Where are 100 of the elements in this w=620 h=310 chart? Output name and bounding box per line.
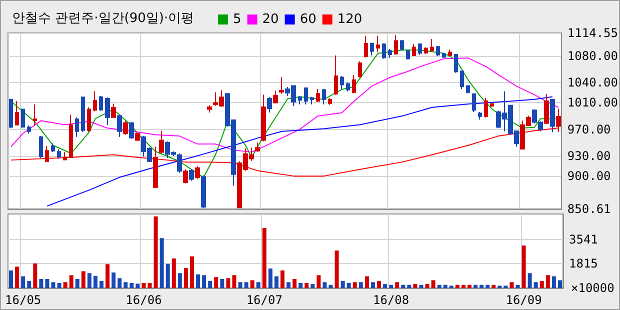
x-tick-label: 16/08 [373, 293, 410, 307]
bar [377, 280, 382, 288]
candlestick [105, 96, 110, 126]
bar [425, 284, 430, 288]
y-tick-label: 1010.00 [567, 96, 618, 110]
bar [316, 275, 321, 288]
line-series [10, 58, 559, 153]
candlestick [358, 60, 362, 78]
bar [57, 282, 62, 288]
candlestick [448, 49, 452, 57]
bar [389, 284, 394, 288]
bar [280, 270, 284, 288]
bar [15, 266, 20, 288]
candlestick [556, 108, 561, 133]
bar [304, 282, 309, 288]
y-tick-label: 900.00 [567, 169, 611, 184]
bar [172, 258, 176, 288]
candlestick [388, 48, 392, 58]
bar [340, 280, 345, 288]
candlestick [81, 96, 85, 133]
candlestick [57, 148, 61, 160]
bar [51, 282, 56, 288]
candlestick [304, 86, 308, 105]
bar [510, 282, 514, 288]
legend-label: 60 [300, 12, 316, 27]
y-tick-label: 1040.00 [567, 76, 618, 90]
candlestick [195, 166, 200, 180]
bar [226, 278, 230, 288]
candlestick [93, 90, 97, 112]
candlestick [99, 96, 103, 112]
bar [486, 284, 490, 288]
candlestick [33, 104, 37, 126]
candlestick [177, 152, 182, 174]
candlestick [129, 122, 134, 140]
bar [461, 284, 466, 288]
x-tick-label: 16/06 [126, 293, 162, 307]
candlestick [135, 132, 140, 142]
y-tick-label: 1080.00 [567, 49, 618, 64]
bar [322, 282, 327, 288]
bar [268, 268, 272, 288]
bar [124, 282, 128, 288]
bar [492, 284, 496, 288]
candlestick [418, 42, 422, 56]
bar [292, 279, 297, 288]
bar [81, 271, 86, 288]
bar [130, 282, 134, 288]
bar [202, 275, 206, 288]
legend-label: 120 [337, 12, 362, 27]
candlestick [201, 174, 206, 209]
candlestick [436, 46, 440, 57]
bar [63, 282, 68, 288]
bar [214, 277, 218, 288]
bar [413, 284, 418, 288]
bar [419, 284, 424, 288]
candlestick [472, 92, 476, 113]
candlestick [27, 125, 31, 134]
bar [106, 264, 110, 288]
candlestick [39, 136, 43, 159]
bar [334, 250, 339, 288]
bar [87, 273, 92, 288]
y-axis-title: ×10000 [571, 281, 614, 295]
candlestick [117, 114, 122, 138]
candlestick [15, 100, 19, 126]
bar [244, 282, 248, 288]
candlestick [346, 82, 350, 92]
bar [256, 282, 260, 288]
bar [286, 282, 291, 288]
chart-title: 안철수 관련주·일간(90일)·이평 [12, 11, 194, 26]
candlestick [189, 168, 194, 182]
candlestick [279, 76, 284, 94]
bar [232, 275, 236, 288]
candlestick [454, 54, 458, 74]
candlestick [273, 90, 278, 104]
bar [358, 282, 363, 288]
candlestick [334, 54, 338, 96]
bar [166, 264, 170, 288]
bar [69, 275, 74, 288]
bar [274, 276, 278, 288]
candlestick [183, 168, 188, 184]
y-tick-label: 3541 [569, 232, 598, 247]
line-series [10, 50, 559, 178]
candlestick [322, 88, 326, 105]
candlestick [298, 96, 302, 105]
candlestick [63, 152, 67, 161]
bar [546, 275, 550, 288]
bar [39, 279, 44, 288]
bar [522, 245, 526, 288]
bar [437, 284, 442, 288]
bar [142, 282, 146, 288]
bar [370, 282, 375, 288]
candlestick [442, 52, 446, 59]
bar [100, 280, 104, 288]
line-series [10, 128, 559, 177]
y-tick-label: 1114.55 [567, 26, 618, 40]
bar [401, 284, 406, 288]
candlestick [382, 42, 386, 60]
bar [558, 280, 562, 288]
bar [190, 256, 194, 288]
candlestick [267, 96, 272, 114]
y-tick-label: 850.61 [567, 202, 611, 216]
